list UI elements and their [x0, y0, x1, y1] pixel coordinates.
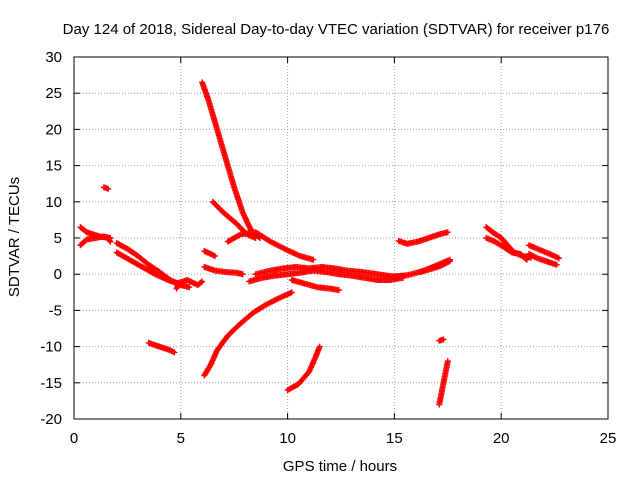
y-tick-label: -5: [49, 302, 62, 319]
data-point: [444, 358, 451, 365]
series-track-24: [483, 235, 530, 263]
series-track-14: [284, 343, 323, 394]
data-point: [198, 279, 205, 286]
data-point: [440, 336, 447, 343]
series-track-3: [224, 229, 317, 263]
data-point: [523, 256, 530, 263]
data-point: [239, 271, 246, 278]
data-series: [77, 79, 562, 408]
x-tick-label: 25: [600, 430, 617, 447]
x-axis-label: GPS time / hours: [283, 458, 397, 475]
data-point: [186, 284, 193, 291]
x-tick-label: 15: [386, 430, 403, 447]
series-track-13: [145, 339, 178, 356]
series-track-19: [395, 229, 451, 247]
data-point: [211, 253, 218, 260]
x-tick-label: 10: [279, 430, 296, 447]
x-tick-label: 5: [177, 430, 185, 447]
series-track-21: [436, 336, 447, 344]
y-tick-label: 0: [54, 266, 62, 283]
data-point: [522, 255, 529, 262]
y-tick-label: 5: [54, 230, 62, 247]
data-point: [105, 185, 112, 192]
series-track-11: [201, 263, 246, 278]
data-point: [555, 255, 562, 262]
y-axis-label: SDTVAR / TECUs: [6, 177, 23, 297]
data-point: [335, 287, 342, 294]
series-track-6: [100, 184, 112, 192]
x-tick-label: 0: [70, 430, 78, 447]
series-track-26: [525, 250, 560, 268]
chart-title: Day 124 of 2018, Sidereal Day-to-day VTE…: [63, 21, 610, 38]
x-tick-label: 20: [493, 430, 510, 447]
y-tick-label: 15: [45, 158, 62, 175]
y-tick-label: 30: [45, 49, 62, 66]
series-track-10: [201, 248, 218, 260]
y-tick-label: -15: [40, 375, 62, 392]
series-track-22: [436, 358, 451, 408]
y-tick-label: -20: [40, 411, 62, 428]
data-point: [236, 232, 243, 239]
data-point: [444, 229, 451, 236]
data-point: [199, 278, 206, 285]
data-point: [252, 235, 259, 241]
y-tick-label: 20: [45, 121, 62, 138]
data-point: [446, 258, 453, 265]
series-track-25: [525, 242, 562, 262]
axis-ticks: 0 5 10 15 20 25 -20 -15 -10 -5 0 5 10 15 20 25 30: [40, 49, 616, 447]
data-point: [107, 235, 114, 241]
series-track-15: [246, 267, 406, 285]
data-point: [553, 261, 560, 268]
series-track-5: [77, 233, 114, 249]
data-point: [316, 343, 323, 350]
data-point: [310, 256, 317, 263]
y-tick-label: 10: [45, 194, 62, 211]
data-point: [171, 349, 178, 356]
y-tick-label: 25: [45, 85, 62, 102]
series-track-16: [252, 263, 409, 280]
data-point: [288, 289, 295, 296]
series-track-9: [173, 276, 206, 292]
series-track-20: [417, 258, 453, 276]
series-track-17: [288, 276, 342, 294]
series-track-12: [201, 289, 295, 379]
y-tick-label: -10: [40, 339, 62, 356]
